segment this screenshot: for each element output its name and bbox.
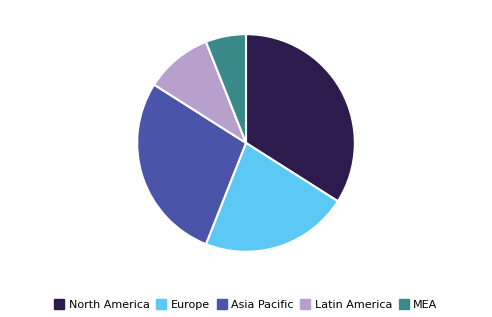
Wedge shape bbox=[206, 34, 246, 143]
Wedge shape bbox=[154, 42, 246, 143]
Wedge shape bbox=[137, 85, 246, 244]
Wedge shape bbox=[246, 34, 355, 201]
Wedge shape bbox=[206, 143, 338, 252]
Legend: North America, Europe, Asia Pacific, Latin America, MEA: North America, Europe, Asia Pacific, Lat… bbox=[50, 295, 442, 314]
